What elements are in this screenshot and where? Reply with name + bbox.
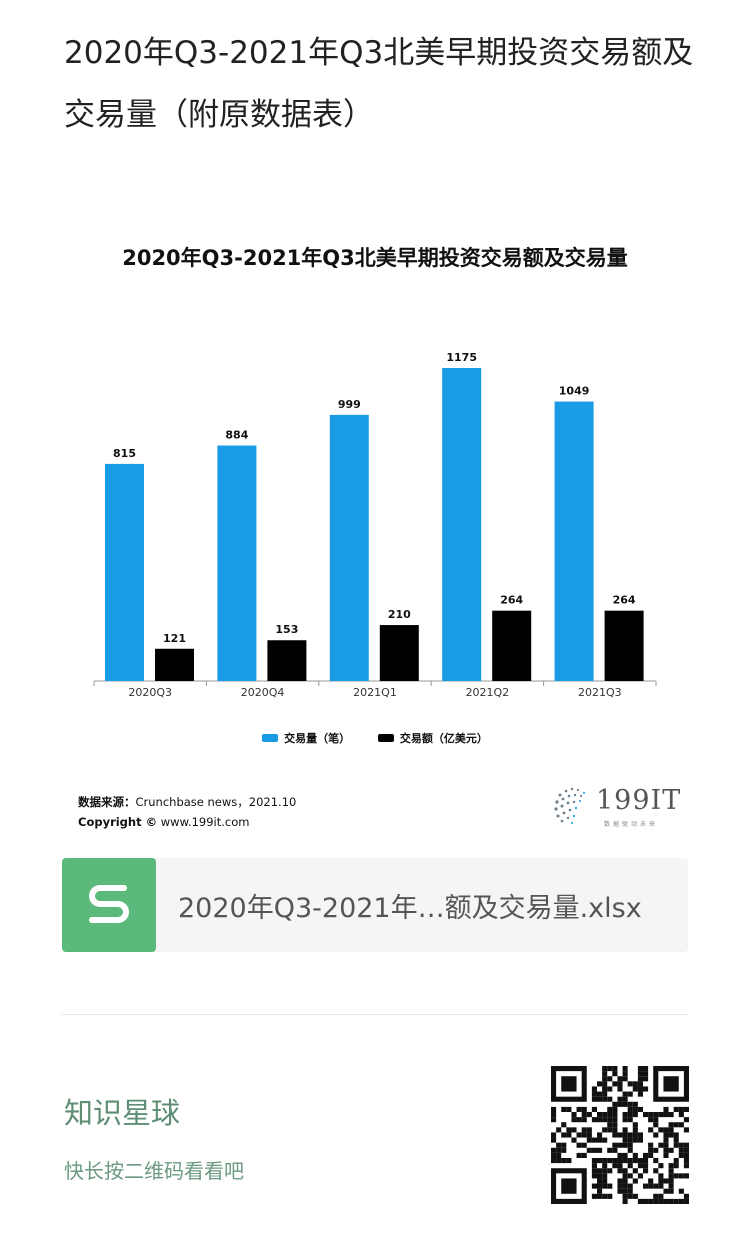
attachment-card[interactable]: 2020年Q3-2021年…额及交易量.xlsx (62, 858, 688, 952)
bar-amount (604, 610, 644, 681)
legend-swatch-amount (377, 734, 394, 742)
x-tick-label: 2021Q2 (466, 686, 510, 699)
legend-item-amount: 交易额（亿美元） (377, 730, 488, 746)
source-text: Crunchbase news，2021.10 (135, 795, 297, 809)
x-tick-label: 2020Q4 (241, 686, 285, 699)
data-label-volume: 1049 (559, 385, 590, 398)
data-label-amount: 264 (613, 594, 636, 607)
source-label: 数据来源： (78, 795, 136, 809)
data-label-amount: 153 (275, 623, 298, 636)
qr-code[interactable] (551, 1066, 689, 1204)
chart-legend: 交易量（笔） 交易额（亿美元） (0, 730, 750, 746)
post-title: 2020年Q3-2021年Q3北美早期投资交易额及交易量（附原数据表） (64, 35, 694, 133)
bar-volume (442, 368, 482, 681)
bar-amount (379, 625, 419, 681)
chart-svg: 815 121 2020Q3 884 153 2020Q4 999 210 2021Q1 1175… (93, 351, 657, 699)
legend-swatch-volume (262, 734, 279, 742)
attachment-file-name: 2020年Q3-2021年…额及交易量.xlsx (178, 893, 642, 924)
data-label-volume: 999 (338, 398, 361, 411)
planet-title: 知识星球 (64, 1096, 181, 1130)
x-tick-label: 2020Q3 (128, 686, 172, 699)
legend-label-amount: 交易额（亿美元） (399, 732, 488, 745)
data-label-volume: 815 (113, 447, 136, 460)
data-label-amount: 121 (163, 632, 186, 645)
bar-volume (329, 414, 369, 681)
bar-amount (492, 610, 532, 681)
x-tick-label: 2021Q3 (578, 686, 622, 699)
planet-subtitle: 快长按二维码看看吧 (64, 1159, 244, 1183)
brand-logo: 199IT 数据驱动未来 (552, 785, 692, 831)
data-label-volume: 1175 (446, 351, 477, 364)
data-label-amount: 210 (388, 608, 411, 621)
copyright-label: Copyright © (78, 815, 158, 829)
source-note: 数据来源：Crunchbase news，2021.10 Copyright ©… (78, 792, 296, 832)
file-s-icon (62, 858, 156, 952)
bar-volume (554, 401, 594, 681)
copyright-text: www.199it.com (160, 815, 250, 829)
bar-volume (105, 463, 144, 681)
chart: 815 121 2020Q3 884 153 2020Q4 999 210 2021Q1 1175… (0, 230, 750, 840)
legend-item-volume: 交易量（笔） (262, 730, 350, 746)
data-label-amount: 264 (500, 594, 523, 607)
brand-name: 199IT (596, 785, 682, 816)
divider (62, 1014, 688, 1015)
chart-title: 2020年Q3-2021年Q3北美早期投资交易额及交易量 (122, 246, 628, 270)
bar-amount (155, 648, 194, 681)
brand-tagline: 数据驱动未来 (604, 821, 659, 828)
data-label-volume: 884 (225, 429, 248, 442)
bar-amount (267, 640, 307, 681)
x-tick-label: 2021Q1 (353, 686, 397, 699)
bar-volume (217, 445, 257, 681)
legend-label-volume: 交易量（笔） (284, 732, 351, 745)
brand-dots-icon (554, 787, 585, 824)
